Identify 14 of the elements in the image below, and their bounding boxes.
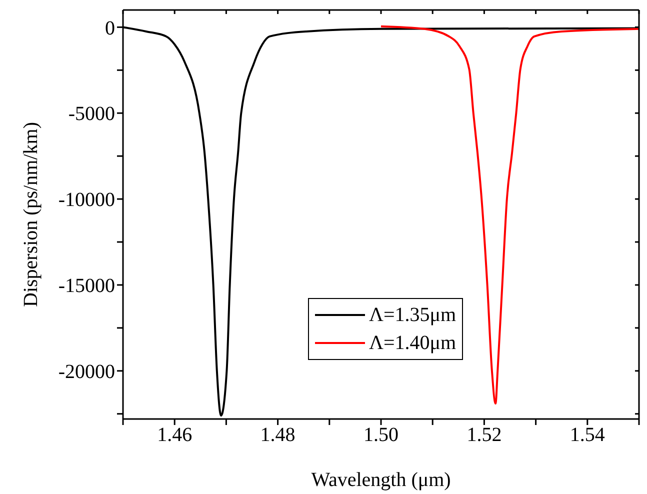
y-tick-label: -10000 [58, 189, 115, 212]
x-tick-label: 1.52 [466, 424, 502, 446]
x-tick-label: 1.46 [157, 424, 192, 446]
x-tick-label: 1.50 [364, 424, 398, 446]
y-axis-title: Dispersion (ps/nm/km) [20, 122, 42, 307]
x-axis-title: Wavelength (μm) [311, 469, 451, 491]
y-tick-label: -5000 [68, 103, 115, 126]
y-tick-label: -20000 [58, 360, 115, 383]
y-tick-label: 0 [105, 17, 115, 40]
x-tick-label: 1.48 [260, 424, 296, 446]
legend-label: Λ=1.35μm [369, 303, 456, 328]
x-tick-label: 1.54 [570, 424, 605, 446]
y-tick-label: -15000 [58, 275, 115, 298]
legend-label: Λ=1.40μm [369, 331, 456, 356]
